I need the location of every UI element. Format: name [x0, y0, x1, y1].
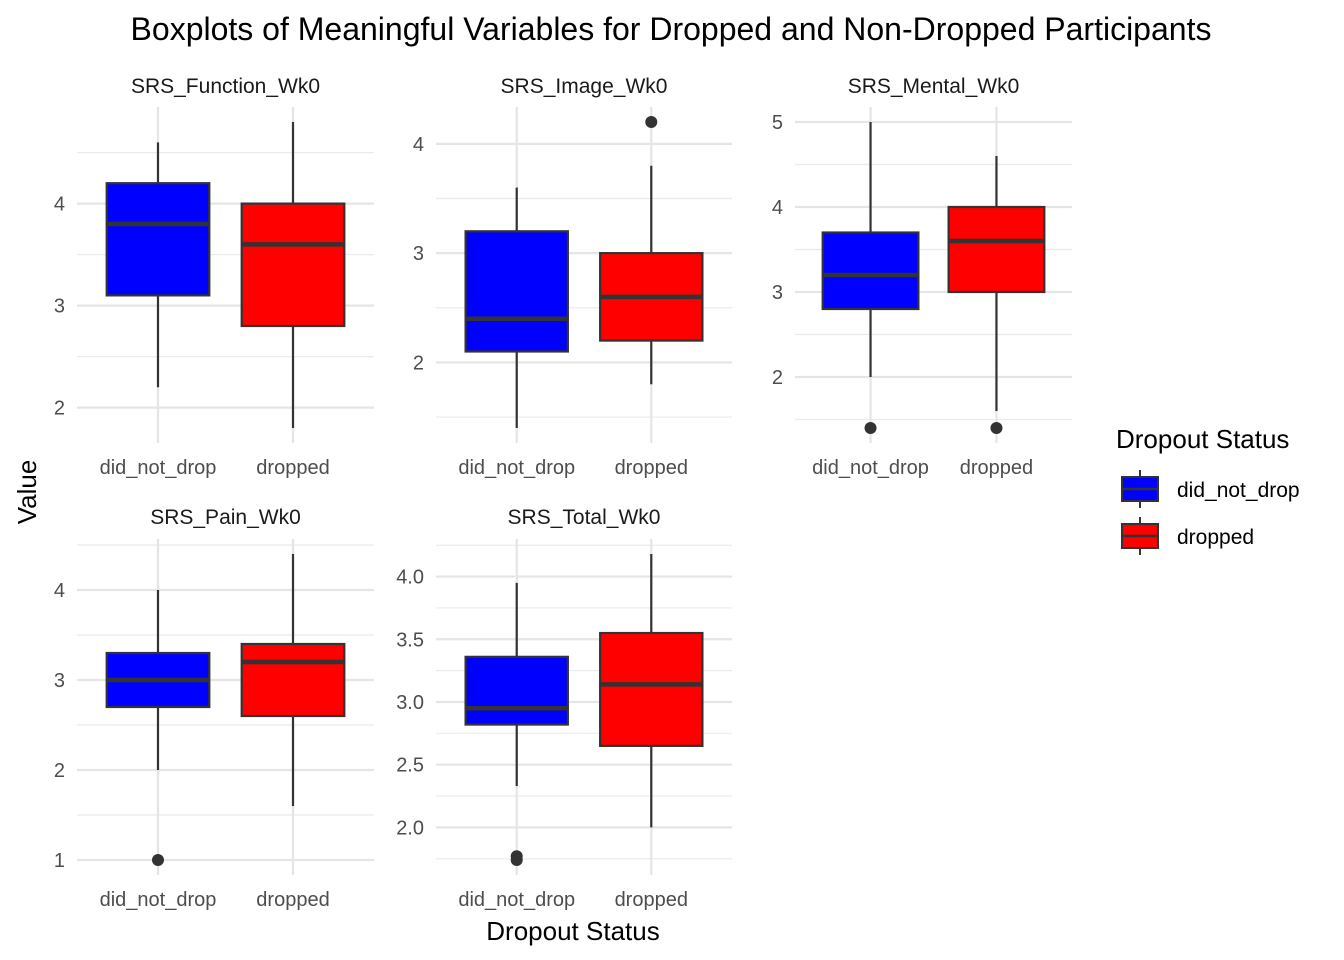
panel-srs-pain-wk0: SRS_Pain_Wk0 1 2 3 4 did_not_drop dropped [54, 506, 374, 911]
x-tick-label: did_not_drop [458, 889, 575, 911]
y-tick-label: 4 [413, 134, 424, 156]
legend: Dropout Status did_not_drop dropped [1116, 424, 1300, 555]
panel-srs-total-wk0: SRS_Total_Wk0 2.0 2.5 3.0 3.5 4.0 did_not_drop… [396, 506, 732, 911]
legend-entry-dropped: dropped [1121, 517, 1254, 555]
y-tick-label: 3 [413, 243, 424, 265]
box-dropped [599, 554, 704, 828]
y-tick-label: 3 [54, 296, 65, 318]
box-did-not-drop [821, 122, 920, 434]
box-iqr [821, 231, 920, 311]
legend-entry-did-not-drop: did_not_drop [1121, 470, 1300, 508]
y-tick-label: 2 [413, 352, 424, 374]
box-dropped [599, 116, 704, 385]
box-iqr [599, 631, 704, 747]
y-tick-label: 2 [772, 367, 783, 389]
box-iqr [464, 655, 569, 726]
box-iqr [240, 642, 346, 718]
x-tick-label: did_not_drop [100, 889, 217, 911]
legend-label-did-not-drop: did_not_drop [1177, 479, 1300, 502]
y-tick-label: 2 [54, 398, 65, 420]
y-tick-label: 2.5 [396, 755, 424, 777]
legend-title: Dropout Status [1116, 424, 1289, 454]
legend-label-dropped: dropped [1177, 526, 1254, 549]
y-tick-label: 2 [54, 760, 65, 782]
box-dropped [240, 554, 346, 806]
y-tick-label: 3.5 [396, 629, 424, 651]
box-did-not-drop [464, 187, 569, 428]
panel-title: SRS_Mental_Wk0 [848, 75, 1020, 98]
box-iqr [240, 202, 346, 328]
box-did-not-drop [105, 142, 211, 388]
y-tick-label: 3 [54, 670, 65, 692]
x-axis-title: Dropout Status [486, 916, 659, 946]
y-tick-label: 4 [54, 194, 65, 216]
chart-title: Boxplots of Meaningful Variables for Dro… [131, 11, 1212, 47]
x-tick-label: dropped [960, 457, 1033, 479]
y-tick-label: 3.0 [396, 692, 424, 714]
box-iqr [105, 182, 211, 297]
outlier-point [645, 116, 658, 128]
outlier-point [151, 854, 164, 866]
outlier-point [864, 422, 877, 434]
box-dropped [240, 122, 346, 428]
x-tick-label: dropped [615, 457, 688, 479]
y-tick-label: 4 [54, 580, 65, 602]
box-did-not-drop [105, 590, 211, 866]
outlier-point [990, 422, 1003, 434]
y-tick-label: 4.0 [396, 567, 424, 589]
y-tick-label: 4 [772, 197, 783, 219]
box-iqr [464, 230, 569, 353]
y-tick-label: 3 [772, 282, 783, 304]
panel-title: SRS_Total_Wk0 [508, 506, 661, 529]
x-tick-label: dropped [615, 889, 688, 911]
y-axis-title: Value [12, 460, 42, 525]
box-iqr [947, 205, 1046, 294]
x-tick-label: did_not_drop [458, 457, 575, 479]
panel-srs-image-wk0: SRS_Image_Wk0 2 3 4 did_not_drop dropped [413, 75, 732, 479]
panel-title: SRS_Function_Wk0 [131, 75, 320, 98]
panel-title: SRS_Pain_Wk0 [150, 506, 301, 529]
y-tick-label: 1 [54, 850, 65, 872]
outlier-point [510, 854, 523, 866]
x-tick-label: dropped [256, 457, 329, 479]
y-tick-label: 5 [772, 112, 783, 134]
panel-title: SRS_Image_Wk0 [501, 75, 668, 98]
y-tick-label: 2.0 [396, 817, 424, 839]
x-tick-label: did_not_drop [100, 457, 217, 479]
panel-srs-mental-wk0: SRS_Mental_Wk0 2 3 4 5 did_not_drop dropped [772, 75, 1072, 479]
x-tick-label: did_not_drop [812, 457, 929, 479]
panel-srs-function-wk0: SRS_Function_Wk0 2 3 4 did_not_drop dropped [54, 75, 374, 479]
x-tick-label: dropped [256, 889, 329, 911]
box-did-not-drop [464, 582, 569, 866]
box-dropped [947, 156, 1046, 434]
